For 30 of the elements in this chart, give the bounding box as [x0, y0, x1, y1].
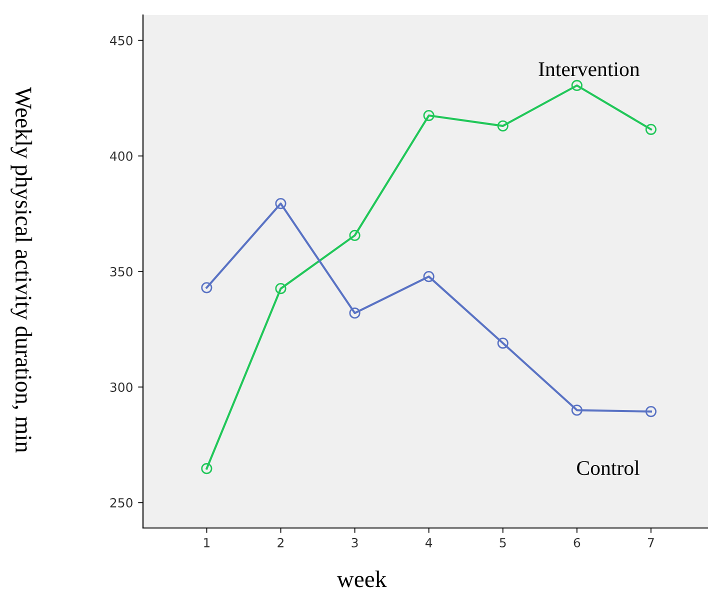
point	[645, 124, 657, 135]
point	[497, 120, 508, 132]
y-tick-label: 400	[110, 151, 132, 161]
series-label: Intervention	[538, 62, 640, 76]
point	[275, 198, 286, 210]
x-tick-label: 1	[204, 538, 210, 548]
x-tick-label: 7	[648, 538, 654, 548]
y-tick-label: 300	[110, 382, 132, 392]
y-tick-label: 450	[110, 36, 132, 46]
y-axis-title: Weekly physical activity duration, min	[10, 87, 32, 453]
x-tick-label: 2	[278, 538, 284, 548]
point	[349, 230, 360, 242]
y-tick-label: 350	[110, 266, 132, 276]
point	[571, 404, 582, 416]
x-tick-label: 6	[574, 538, 580, 548]
point	[423, 271, 434, 282]
y-tick-label: 250	[110, 498, 132, 508]
x-axis-title: week	[336, 570, 387, 588]
x-tick-label: 5	[500, 538, 506, 548]
point	[349, 308, 360, 319]
point	[201, 463, 212, 474]
point	[645, 406, 657, 418]
x-tick-label: 3	[352, 538, 358, 548]
text: Control	[577, 460, 640, 476]
point	[497, 338, 508, 349]
point	[571, 80, 582, 92]
point	[423, 110, 434, 122]
point	[201, 282, 212, 294]
x-tick-label: 4	[425, 538, 432, 548]
point	[275, 283, 286, 294]
